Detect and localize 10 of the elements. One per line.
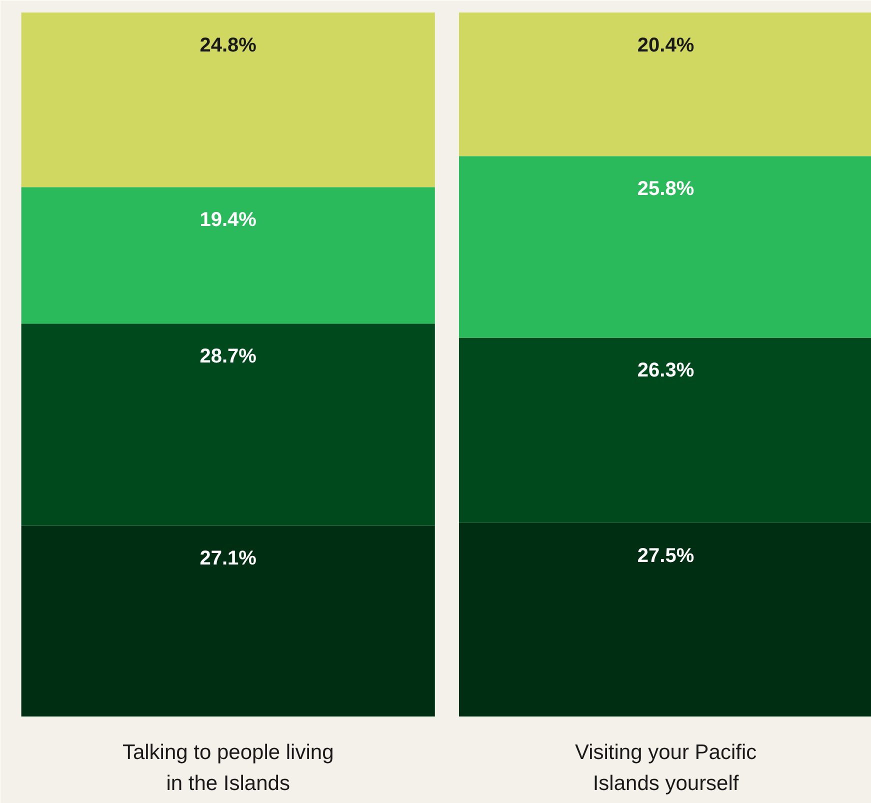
data-label: 24.8% xyxy=(200,34,257,56)
data-label: 28.7% xyxy=(200,346,257,368)
data-label: 20.4% xyxy=(637,34,694,56)
data-label: 27.5% xyxy=(637,544,694,567)
data-label: 25.8% xyxy=(637,178,694,200)
data-label: 26.3% xyxy=(637,360,694,382)
x-tick-label: Talking to people living in the Islands xyxy=(122,740,334,795)
data-label: 27.1% xyxy=(200,548,257,570)
x-tick-label: Visiting your Pacific Islands yourself xyxy=(574,740,757,795)
data-label: 19.4% xyxy=(200,209,257,232)
